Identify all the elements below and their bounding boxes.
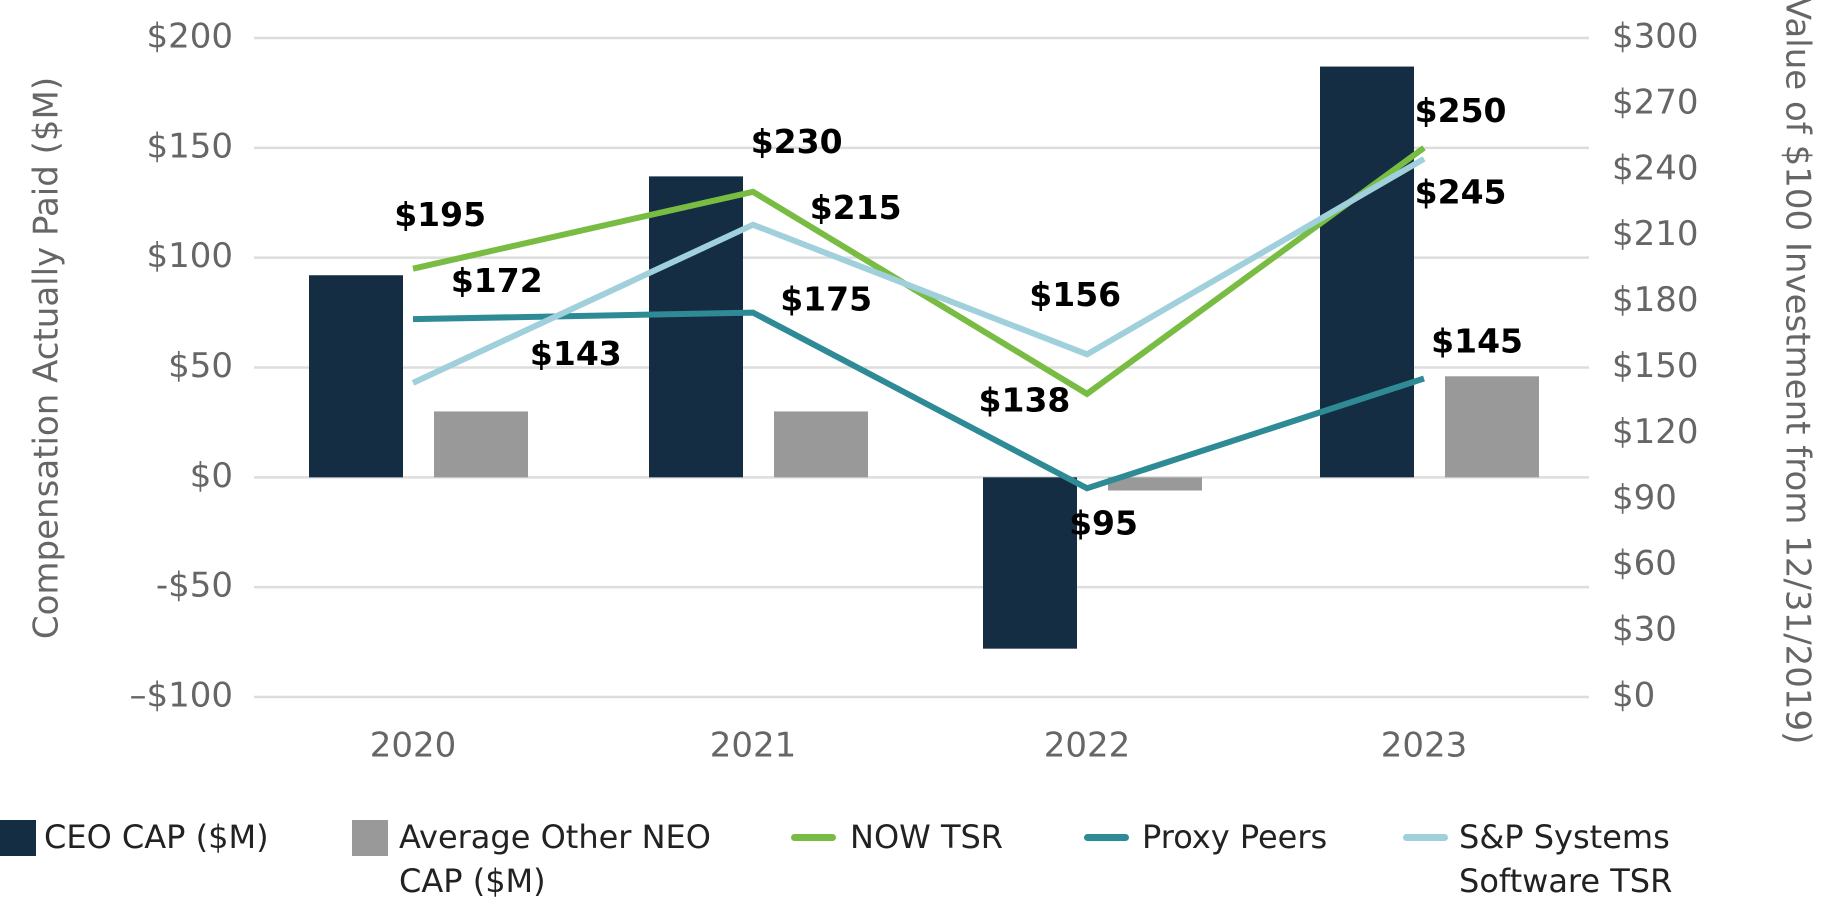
data-label: $145 — [1431, 322, 1523, 361]
legend-swatch — [352, 820, 388, 856]
y2-tick-label: $120 — [1612, 412, 1699, 452]
y-tick-label: $100 — [146, 236, 233, 276]
y2-tick-label: $0 — [1612, 676, 1655, 716]
x-tick-label: 2023 — [1381, 726, 1468, 766]
legend-swatch — [791, 834, 836, 841]
legend-label: Proxy Peers — [1142, 818, 1328, 856]
data-label: $175 — [780, 279, 872, 318]
legend-swatch — [1084, 834, 1129, 841]
data-label: $195 — [394, 195, 486, 234]
data-label: $230 — [751, 122, 843, 161]
y-tick-label: –$100 — [129, 676, 233, 716]
data-label: $143 — [530, 334, 622, 373]
data-label: $138 — [979, 381, 1071, 420]
legend-swatch — [0, 820, 36, 856]
legend-label: S&P Systems Software TSR — [1459, 818, 1673, 900]
legend-swatch — [1403, 834, 1448, 841]
y-axis-label: Compensation Actually Paid ($M) — [27, 77, 67, 639]
y2-tick-label: $60 — [1612, 544, 1677, 584]
x-tick-label: 2020 — [370, 726, 457, 766]
bar — [1108, 477, 1202, 491]
bar — [983, 477, 1077, 649]
y-tick-label: -$50 — [156, 566, 233, 606]
y2-tick-label: $150 — [1612, 346, 1699, 386]
y2-tick-label: $90 — [1612, 478, 1677, 518]
data-label: $172 — [451, 261, 543, 300]
bar — [1445, 376, 1539, 478]
line — [411, 156, 1426, 386]
bar — [1320, 66, 1414, 478]
y2-axis-label: (Value of $100 Investment from 12/31/201… — [1778, 0, 1818, 744]
data-label: $250 — [1415, 91, 1507, 130]
data-label: $215 — [810, 188, 902, 227]
legend-label: NOW TSR — [850, 818, 1004, 856]
y-tick-label: $200 — [146, 17, 233, 57]
bar — [309, 275, 403, 478]
x-tick-label: 2021 — [710, 726, 797, 766]
legend-label: Average Other NEO CAP ($M) — [399, 818, 711, 900]
y-tick-label: $150 — [146, 126, 233, 166]
x-tick-label: 2022 — [1044, 726, 1131, 766]
data-label: $245 — [1415, 173, 1507, 212]
bar — [434, 411, 528, 478]
y2-tick-label: $210 — [1612, 214, 1699, 254]
line — [412, 309, 1425, 492]
data-label: $95 — [1069, 503, 1138, 542]
y2-tick-label: $30 — [1612, 610, 1677, 650]
y2-tick-label: $240 — [1612, 148, 1699, 188]
bar — [774, 411, 868, 478]
line — [412, 145, 1426, 398]
y-tick-label: $50 — [168, 346, 233, 386]
y-tick-label: $0 — [190, 456, 233, 496]
data-label: $156 — [1029, 275, 1121, 314]
y2-tick-label: $180 — [1612, 280, 1699, 320]
legend-label: CEO CAP ($M) — [44, 818, 269, 856]
y2-tick-label: $270 — [1612, 82, 1699, 122]
bar — [649, 176, 743, 478]
y2-tick-label: $300 — [1612, 17, 1699, 57]
